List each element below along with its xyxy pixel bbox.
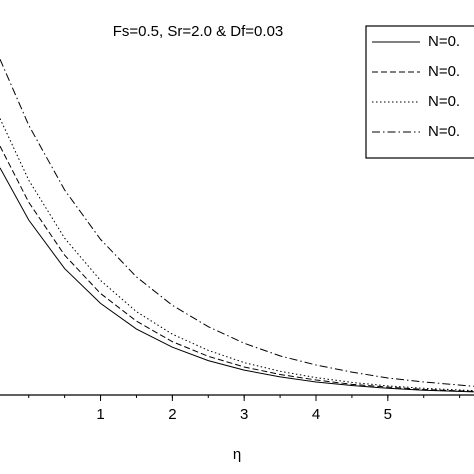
x-axis-label: η (233, 446, 241, 463)
series-line (0, 59, 474, 387)
series-line (0, 118, 474, 392)
series-line (0, 145, 474, 392)
legend-label: N=0. (428, 33, 460, 50)
legend-label: N=0. (428, 93, 460, 110)
x-tick-label: 2 (168, 406, 176, 423)
series-line (0, 167, 474, 393)
x-tick-label: 1 (96, 406, 104, 423)
x-tick-label: 3 (240, 406, 248, 423)
annotation: Fs=0.5, Sr=2.0 & Df=0.03 (113, 23, 284, 40)
legend-label: N=0. (428, 63, 460, 80)
legend-box (365, 25, 474, 159)
x-tick-label: 4 (312, 406, 320, 423)
x-tick-label: 5 (384, 406, 392, 423)
legend-label: N=0. (428, 123, 460, 140)
